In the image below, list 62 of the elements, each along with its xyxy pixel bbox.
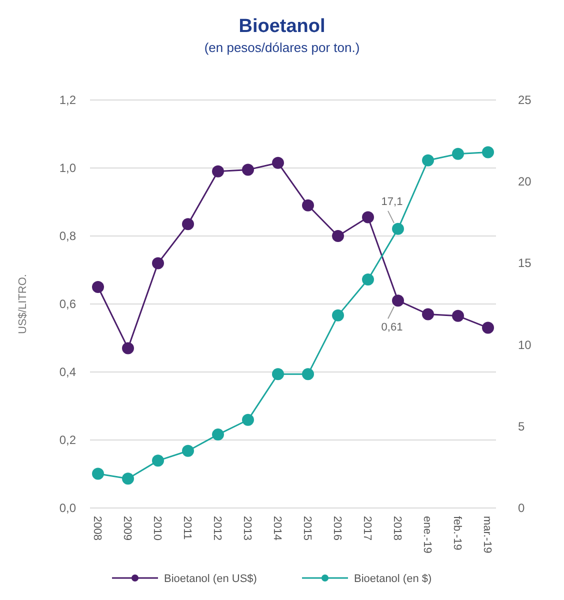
point <box>482 146 494 158</box>
point <box>122 472 134 485</box>
point <box>392 222 404 235</box>
y-tick-label: 0,4 <box>59 365 76 379</box>
x-tick-label: 2009 <box>121 516 133 540</box>
x-tick-label: 2014 <box>271 516 283 540</box>
point <box>482 322 494 334</box>
point <box>182 444 194 457</box>
point <box>212 428 224 441</box>
y2-tick-label: 20 <box>518 174 532 189</box>
point <box>302 368 314 380</box>
y-tick-label: 0,2 <box>59 433 76 447</box>
point <box>392 294 404 307</box>
x-tick-label: ene.-19 <box>421 516 433 554</box>
x-tick-label: mar.-19 <box>481 516 493 554</box>
chart-title: Bioetanol <box>238 16 326 37</box>
x-tick-label: 2018 <box>391 516 403 540</box>
chart-subtitle: (en pesos/dólares por ton.) <box>204 40 360 55</box>
point <box>92 468 104 480</box>
legend-label: Bioetanol (en $) <box>354 573 432 585</box>
y-tick-label: 1,2 <box>59 93 76 107</box>
y-tick-label: 1,0 <box>59 161 76 175</box>
x-tick-label: 2010 <box>151 516 163 540</box>
x-tick-label: 2017 <box>361 516 373 540</box>
point <box>362 274 374 286</box>
point <box>152 257 164 270</box>
point <box>242 164 254 176</box>
x-tick-label: 2012 <box>211 516 223 540</box>
point <box>212 165 224 178</box>
y-tick-label: 0,8 <box>59 229 76 243</box>
point <box>272 368 284 380</box>
point <box>302 199 314 212</box>
point <box>242 414 254 426</box>
x-tick-label: 2015 <box>301 516 313 540</box>
point <box>182 218 194 230</box>
x-tick-label: 2011 <box>181 516 193 540</box>
x-tick-label: 2013 <box>241 516 253 540</box>
point <box>272 156 284 169</box>
x-tick-label: 2008 <box>91 516 103 540</box>
y-tick-label: 0,6 <box>59 297 76 311</box>
point <box>122 342 134 354</box>
point <box>332 230 344 242</box>
data-label: 17,1 <box>381 196 403 208</box>
x-tick-label: 2016 <box>331 516 343 540</box>
y-axis-title: US$/LITRO. <box>17 274 29 334</box>
point <box>452 148 464 160</box>
x-tick-label: feb.-19 <box>451 516 463 550</box>
point <box>332 309 344 322</box>
point <box>152 454 164 467</box>
data-label: 0,61 <box>381 322 403 334</box>
point <box>92 281 104 293</box>
y2-tick-label: 15 <box>518 256 532 270</box>
point <box>362 211 374 224</box>
point <box>452 310 464 322</box>
point <box>422 154 434 166</box>
y2-tick-label: 0 <box>518 501 525 515</box>
y2-tick-label: 25 <box>518 93 532 107</box>
legend-label: Bioetanol (en US$) <box>164 573 257 585</box>
point <box>422 308 434 320</box>
y2-tick-label: 10 <box>518 338 532 352</box>
y2-tick-label: 5 <box>518 419 525 434</box>
y-tick-label: 0,0 <box>59 501 76 515</box>
